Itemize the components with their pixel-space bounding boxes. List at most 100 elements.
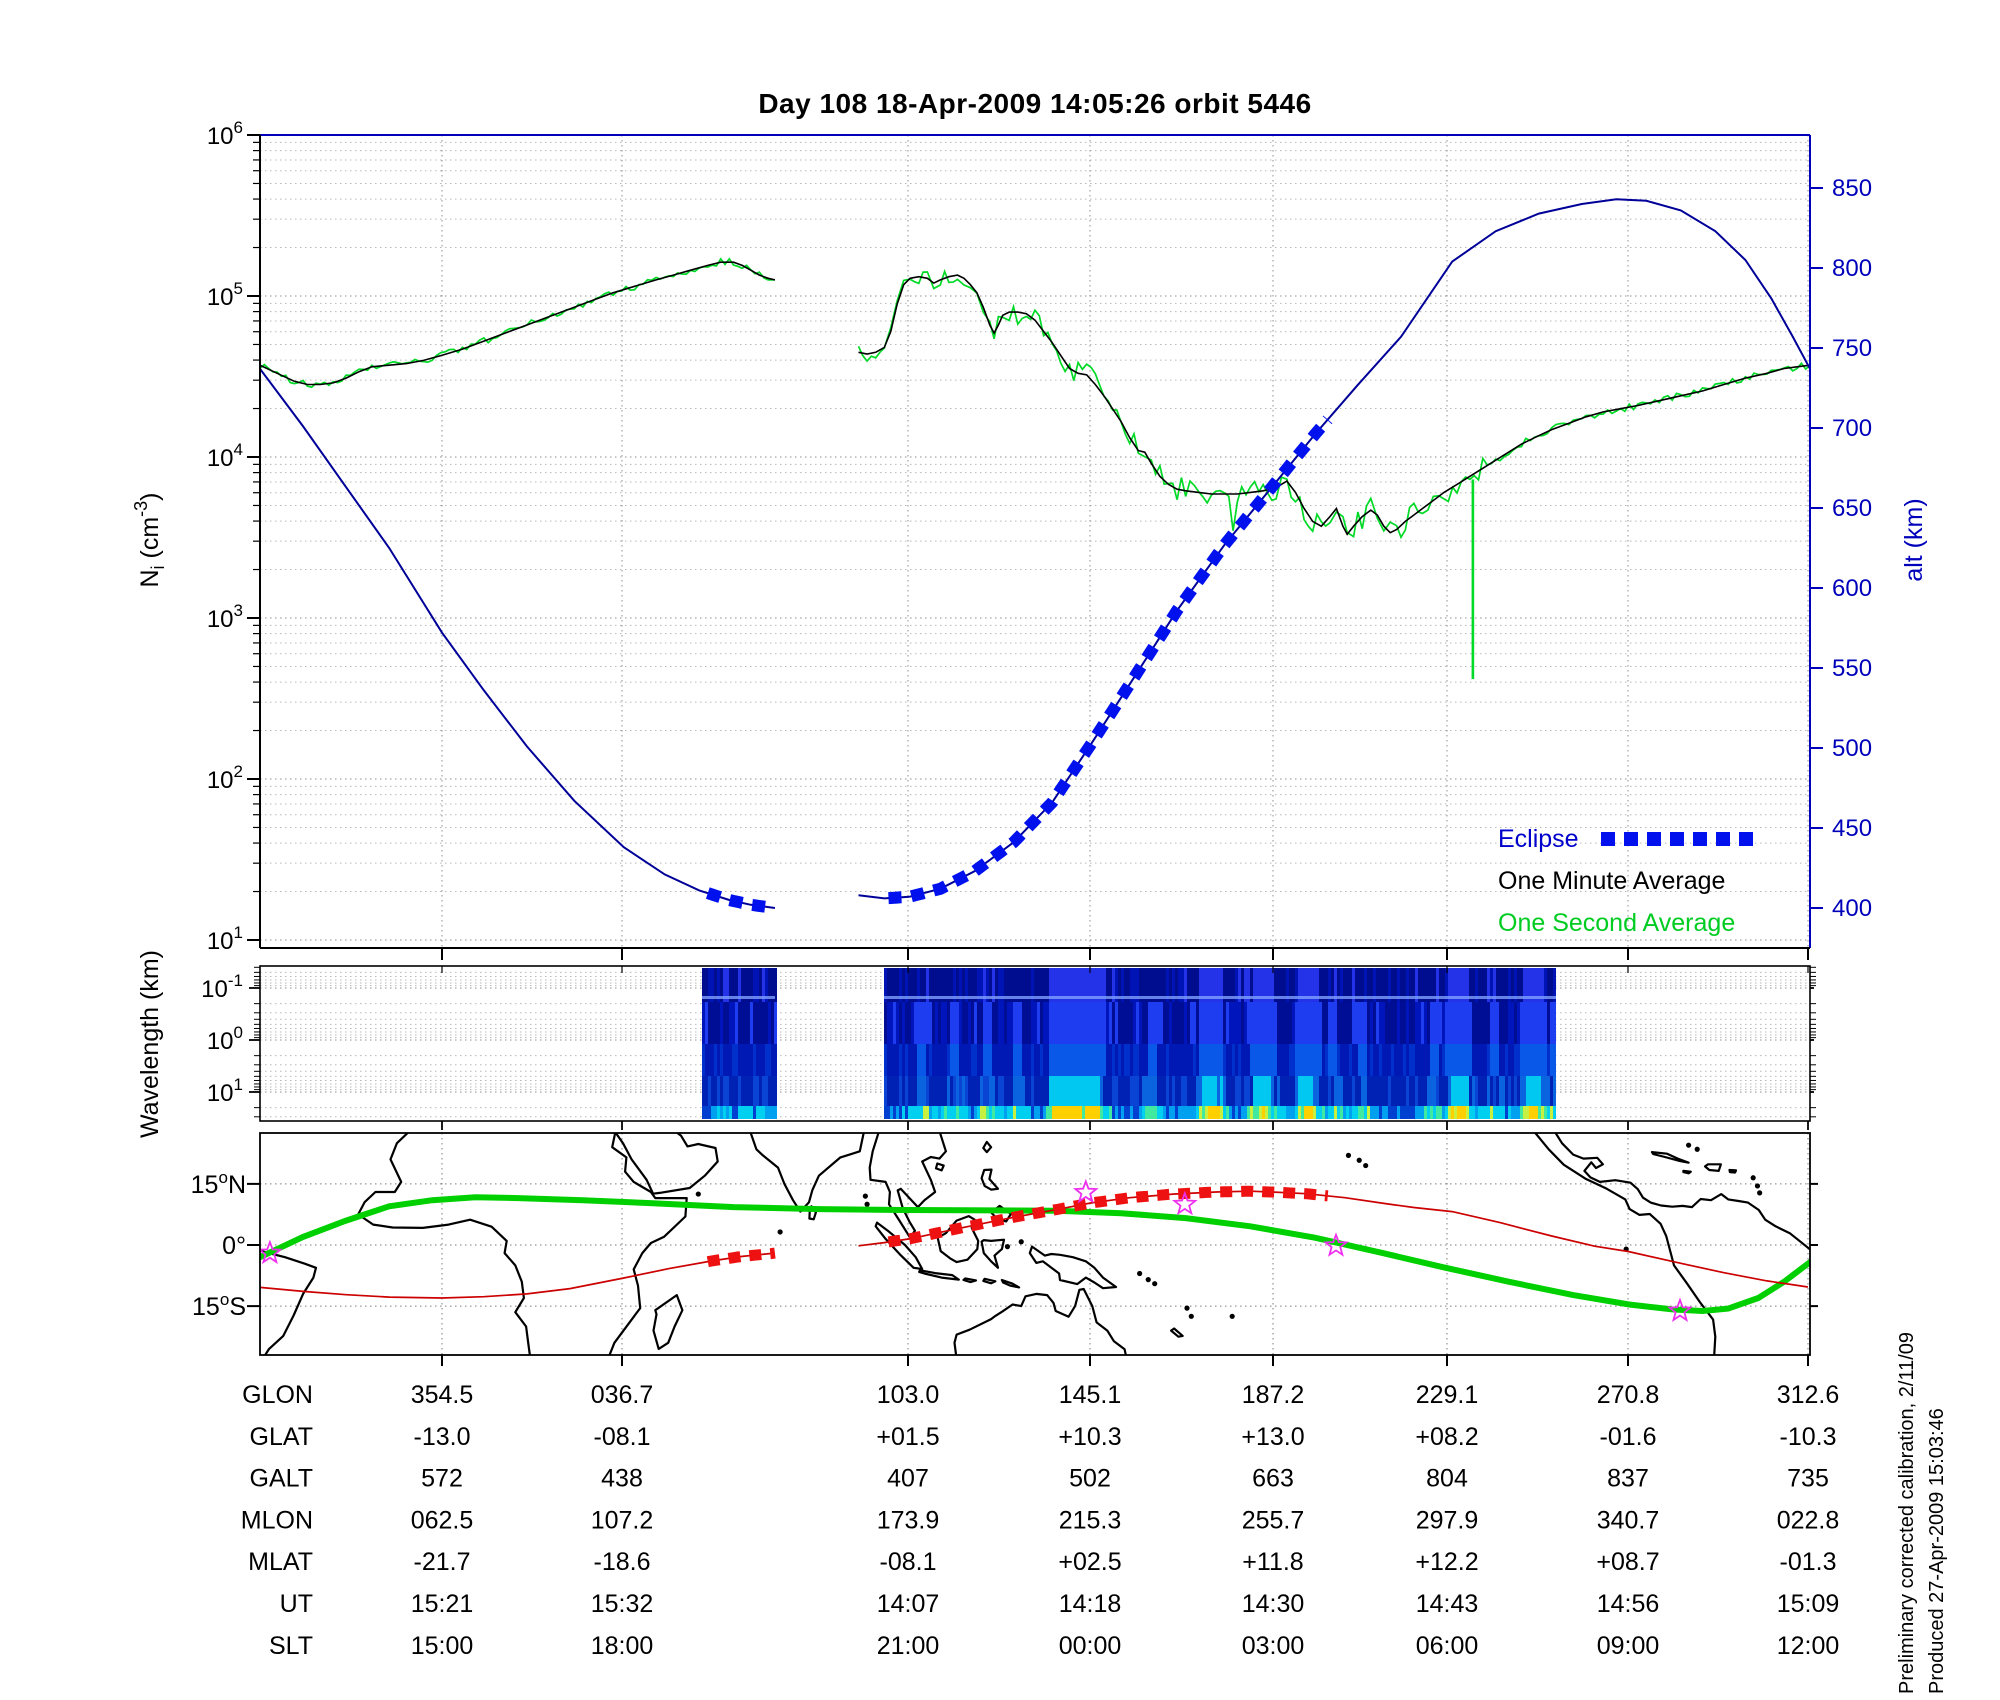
eclipse-dash-swatch bbox=[1600, 832, 1753, 846]
table-cell: +13.0 bbox=[1241, 1423, 1304, 1451]
table-cell: 187.2 bbox=[1242, 1381, 1305, 1409]
table-cell: 06:00 bbox=[1416, 1632, 1479, 1660]
table-cell: 215.3 bbox=[1059, 1506, 1122, 1534]
station-star-icon bbox=[260, 1239, 283, 1265]
table-cell: +02.5 bbox=[1058, 1548, 1121, 1576]
svg-text:106: 106 bbox=[207, 118, 243, 150]
table-cell: -08.1 bbox=[880, 1548, 937, 1576]
table-cell: 804 bbox=[1426, 1465, 1468, 1493]
table-cell: +08.2 bbox=[1415, 1423, 1478, 1451]
table-cell: 438 bbox=[601, 1465, 643, 1493]
legend-one-minute-label: One Minute Average bbox=[1498, 866, 1726, 895]
table-row-label: GLON bbox=[242, 1381, 313, 1409]
svg-text:800: 800 bbox=[1832, 255, 1872, 282]
svg-text:105: 105 bbox=[207, 279, 243, 311]
svg-text:500: 500 bbox=[1832, 735, 1872, 762]
svg-text:100: 100 bbox=[207, 1023, 243, 1055]
table-cell: -08.1 bbox=[594, 1423, 651, 1451]
map-lat-tick-label: 15oS bbox=[192, 1290, 246, 1321]
table-cell: -13.0 bbox=[414, 1423, 471, 1451]
table-cell: 103.0 bbox=[877, 1381, 940, 1409]
table-cell: -21.7 bbox=[414, 1548, 471, 1576]
table-cell: 15:00 bbox=[411, 1632, 474, 1660]
table-cell: 312.6 bbox=[1777, 1381, 1840, 1409]
station-star-icon bbox=[1667, 1297, 1693, 1322]
table-cell: 15:32 bbox=[591, 1590, 654, 1618]
table-cell: 270.8 bbox=[1597, 1381, 1660, 1409]
alt-axis-label: alt (km) bbox=[1900, 498, 1928, 581]
table-cell: 03:00 bbox=[1242, 1632, 1305, 1660]
table-cell: 14:56 bbox=[1597, 1590, 1660, 1618]
svg-text:750: 750 bbox=[1832, 335, 1872, 362]
svg-text:101: 101 bbox=[207, 1075, 243, 1107]
table-cell: 21:00 bbox=[877, 1632, 940, 1660]
table-cell: 354.5 bbox=[411, 1381, 474, 1409]
svg-text:700: 700 bbox=[1832, 415, 1872, 442]
svg-text:650: 650 bbox=[1832, 495, 1872, 522]
svg-text:101: 101 bbox=[207, 923, 243, 955]
one-minute-average-line bbox=[858, 274, 1810, 536]
table-cell: 022.8 bbox=[1777, 1506, 1840, 1534]
table-cell: 229.1 bbox=[1416, 1381, 1479, 1409]
table-cell: 09:00 bbox=[1597, 1632, 1660, 1660]
table-cell: 18:00 bbox=[591, 1632, 654, 1660]
panel1-curves bbox=[260, 198, 1810, 914]
page-title: Day 108 18-Apr-2009 14:05:26 orbit 5446 bbox=[758, 88, 1312, 119]
table-cell: +08.7 bbox=[1596, 1548, 1659, 1576]
table-cell: 15:09 bbox=[1777, 1590, 1840, 1618]
eclipse-dashes bbox=[888, 415, 1333, 905]
table-cell: 14:07 bbox=[877, 1590, 940, 1618]
density-altitude-panel: 106 105 104 103 102 101 850 800 750 700 650 600 550 5… bbox=[131, 118, 1928, 960]
svg-text:102: 102 bbox=[207, 762, 243, 794]
table-cell: 735 bbox=[1787, 1465, 1829, 1493]
one-second-average-line bbox=[857, 268, 1810, 540]
track-eclipse-dashes bbox=[706, 1247, 776, 1268]
legend: Eclipse One Minute Average One Second Av… bbox=[1498, 818, 1753, 944]
table-row-label: GALT bbox=[250, 1465, 313, 1493]
wavelength-axis-label: Wavelength (km) bbox=[136, 950, 164, 1138]
track-eclipse-dashes bbox=[887, 1185, 1329, 1248]
one-second-average-line bbox=[260, 257, 775, 389]
magnetic-equator-line bbox=[260, 1194, 1810, 1315]
spectrogram bbox=[702, 968, 1556, 1119]
svg-text:103: 103 bbox=[207, 601, 243, 633]
map-panel: 15oN 0° 15oS bbox=[191, 1132, 1818, 1366]
table-cell: 173.9 bbox=[877, 1506, 940, 1534]
station-star-icon bbox=[1072, 1178, 1099, 1204]
table-cell: 15:21 bbox=[411, 1590, 474, 1618]
svg-text:550: 550 bbox=[1832, 655, 1872, 682]
table-cell: 14:18 bbox=[1059, 1590, 1122, 1618]
table-cell: 837 bbox=[1607, 1465, 1649, 1493]
svg-text:10-1: 10-1 bbox=[201, 971, 243, 1003]
table-row-label: MLAT bbox=[248, 1548, 313, 1576]
table-cell: 502 bbox=[1069, 1465, 1111, 1493]
one-minute-average-line bbox=[260, 261, 776, 386]
map-lat-tick-label: 0° bbox=[222, 1232, 246, 1260]
altitude-line bbox=[260, 368, 776, 909]
table-cell: 407 bbox=[887, 1465, 929, 1493]
svg-text:450: 450 bbox=[1832, 815, 1872, 842]
station-star-icon bbox=[1171, 1190, 1198, 1216]
table-cell: 00:00 bbox=[1059, 1632, 1122, 1660]
table-cell: 107.2 bbox=[591, 1506, 654, 1534]
svg-text:850: 850 bbox=[1832, 175, 1872, 202]
table-cell: +01.5 bbox=[876, 1423, 939, 1451]
svg-text:400: 400 bbox=[1832, 895, 1872, 922]
station-star-icon bbox=[1323, 1232, 1349, 1257]
table-cell: +12.2 bbox=[1415, 1548, 1478, 1576]
table-cell: 340.7 bbox=[1597, 1506, 1660, 1534]
ephemeris-table: GLON 354.5 036.7 103.0 145.1 187.2 229.1 270.8 3… bbox=[241, 1381, 1840, 1660]
legend-one-second-label: One Second Average bbox=[1498, 908, 1736, 937]
table-cell: 14:43 bbox=[1416, 1590, 1479, 1618]
table-cell: -18.6 bbox=[594, 1548, 651, 1576]
svg-text:600: 600 bbox=[1832, 575, 1872, 602]
altitude-line bbox=[858, 198, 1810, 900]
coastlines bbox=[357, 1133, 1810, 1355]
table-cell: 297.9 bbox=[1416, 1506, 1479, 1534]
table-row-label: SLT bbox=[269, 1632, 313, 1660]
eclipse-dashes bbox=[705, 887, 776, 914]
table-cell: -01.3 bbox=[1780, 1548, 1837, 1576]
table-cell: 036.7 bbox=[591, 1381, 654, 1409]
legend-eclipse-label: Eclipse bbox=[1498, 824, 1579, 853]
